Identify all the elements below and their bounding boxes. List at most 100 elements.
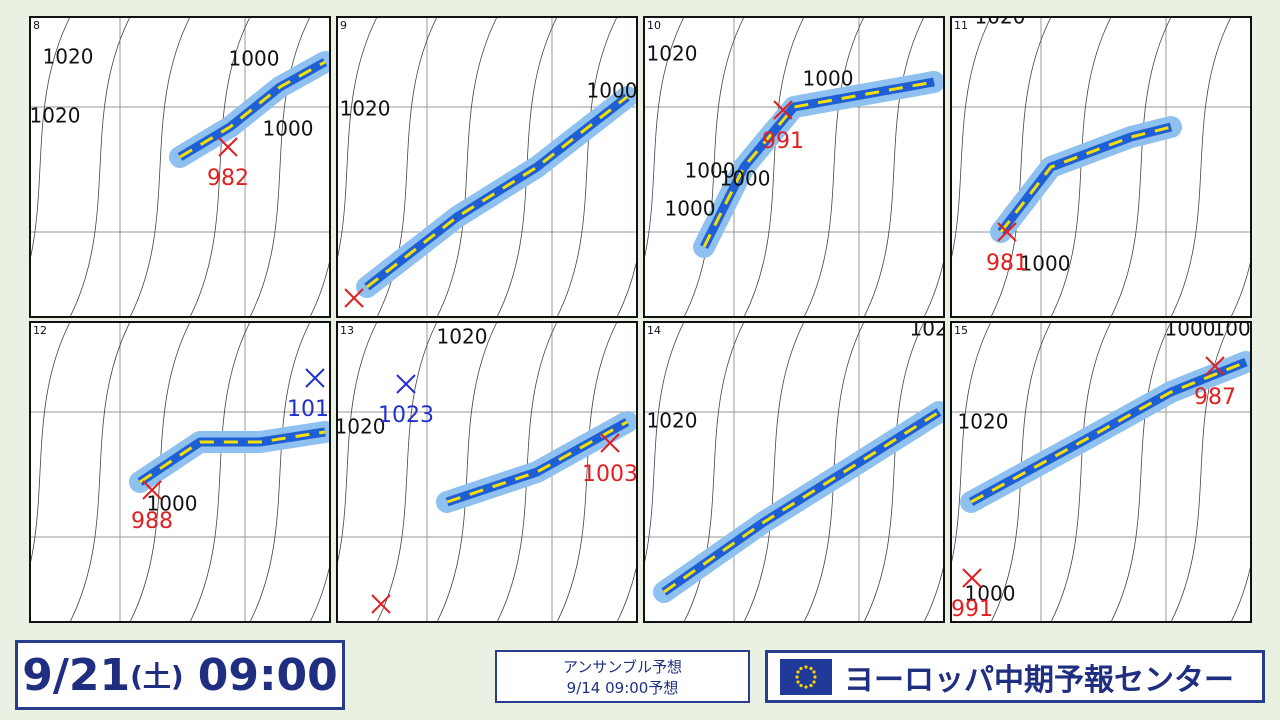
panel-content: 102010001002 bbox=[337, 17, 638, 317]
low-marker bbox=[142, 480, 162, 500]
isobar-line bbox=[644, 17, 685, 262]
panel-frame bbox=[336, 321, 638, 623]
isobar-label: 1020 bbox=[975, 5, 1026, 29]
isobar-line bbox=[863, 17, 925, 317]
isobar-line bbox=[556, 17, 618, 317]
low-label: 988 bbox=[131, 509, 173, 534]
issued: 9/14 09:00予想 bbox=[566, 678, 679, 697]
time: 09:00 bbox=[197, 649, 338, 701]
isobar-line bbox=[616, 257, 637, 317]
low-label: 982 bbox=[207, 166, 249, 191]
isobar-label: 1020 bbox=[335, 415, 386, 439]
low-label: 1007 bbox=[353, 623, 409, 630]
isobar-line bbox=[923, 562, 944, 622]
isobar-label: 1000 bbox=[1165, 317, 1216, 341]
isobar-label: 1020 bbox=[647, 42, 698, 66]
isobar-label: 1000 bbox=[1020, 252, 1071, 276]
isobar-line bbox=[923, 257, 944, 317]
low-label: 991 bbox=[762, 129, 804, 154]
isobar-line bbox=[743, 17, 805, 317]
low-label: 981 bbox=[986, 251, 1028, 276]
isobar-line bbox=[990, 17, 1052, 317]
precip-heavy bbox=[663, 410, 940, 594]
low-marker bbox=[344, 288, 364, 308]
isobar-line bbox=[376, 322, 438, 622]
isobar-line bbox=[683, 17, 745, 317]
isobar-line bbox=[129, 17, 191, 317]
isobar-label: 1020 bbox=[910, 317, 961, 341]
panel-number: 13 bbox=[340, 324, 354, 337]
low-marker bbox=[600, 433, 620, 453]
isobar-label: 1000 bbox=[965, 582, 1016, 606]
panel-number: 9 bbox=[340, 19, 347, 32]
precip-heavy bbox=[139, 430, 326, 484]
low-marker bbox=[773, 100, 793, 120]
map-panel: 1020 1020 14 bbox=[643, 317, 961, 623]
panel-number: 15 bbox=[954, 324, 968, 337]
isobar-line bbox=[803, 17, 865, 317]
panel-content: 1020 1020 bbox=[644, 317, 961, 622]
precip-heavy bbox=[366, 95, 628, 289]
isobar-line bbox=[249, 17, 311, 317]
isobar-label: 1000 bbox=[147, 492, 198, 516]
isobar-label: 1000 bbox=[229, 47, 280, 71]
eu-flag bbox=[780, 658, 832, 695]
isobar-line bbox=[1230, 257, 1251, 317]
isobar-line bbox=[30, 322, 71, 567]
isobar-line bbox=[683, 322, 745, 622]
date-box: 9/21 (土) 09:00 bbox=[15, 640, 345, 710]
isobar-label: 1000 bbox=[665, 197, 716, 221]
low-label: 1003 bbox=[582, 462, 638, 487]
isobar-label: 1000 bbox=[263, 117, 314, 141]
precip-heavy bbox=[999, 125, 1172, 233]
weekday: (土) bbox=[130, 660, 184, 693]
panel-number: 11 bbox=[954, 19, 968, 32]
high-marker bbox=[305, 368, 325, 388]
panel-frame bbox=[29, 16, 331, 318]
isobar-label: 1000 bbox=[685, 159, 736, 183]
isobar-line bbox=[436, 17, 498, 317]
isobar-line bbox=[337, 17, 378, 262]
low-marker bbox=[997, 222, 1017, 242]
isobar-line bbox=[644, 322, 685, 567]
map-panel: 1020100010029 bbox=[336, 16, 638, 318]
panel-content: 1020 1020 1000 1000 982 bbox=[30, 17, 330, 317]
isobar-label: 1020 bbox=[647, 409, 698, 433]
panel-frame bbox=[950, 321, 1252, 623]
isobar-line bbox=[1050, 322, 1112, 622]
isobar-line bbox=[309, 257, 330, 317]
isobar-line bbox=[1170, 17, 1232, 317]
panel-bg bbox=[30, 322, 330, 622]
isobar-line bbox=[616, 562, 637, 622]
isobar-label: 1020 bbox=[30, 104, 81, 128]
date: 9/21 bbox=[22, 649, 131, 701]
low-marker bbox=[1205, 356, 1225, 376]
isobar-label: 1020 bbox=[43, 45, 94, 69]
low-marker bbox=[371, 594, 391, 614]
isobar-line bbox=[337, 322, 378, 567]
center-box: ヨーロッパ中期予報センター bbox=[765, 650, 1265, 703]
map-panel: 1020 1020 1003 1007 1023 13 bbox=[335, 321, 638, 630]
high-label: 1023 bbox=[378, 403, 434, 428]
panel-frame bbox=[950, 16, 1252, 318]
isobar-line bbox=[556, 322, 618, 622]
map-panel: 1020 1020 1000 1000 982 8 bbox=[29, 16, 331, 318]
isobar-label: 1020 bbox=[958, 410, 1009, 434]
isobar-label: 1000 bbox=[1213, 317, 1264, 341]
isobar-label: 1000 bbox=[720, 167, 771, 191]
precip-heavy bbox=[179, 60, 326, 159]
model: アンサンブル予想 bbox=[563, 657, 682, 676]
isobar-line bbox=[436, 322, 498, 622]
isobar-label: 1000 bbox=[587, 79, 638, 103]
isobar-line bbox=[951, 322, 992, 567]
panel-frame bbox=[336, 16, 638, 318]
isobar-line bbox=[1110, 322, 1172, 622]
low-marker bbox=[962, 568, 982, 588]
